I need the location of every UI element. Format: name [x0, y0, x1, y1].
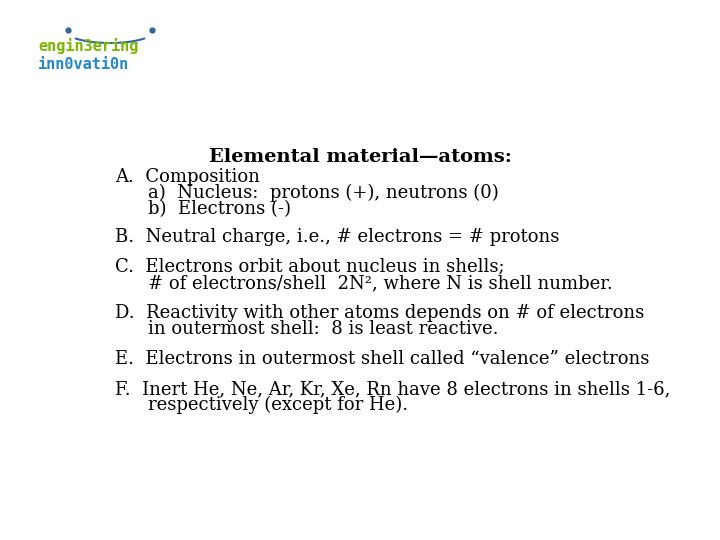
Text: F.  Inert He, Ne, Ar, Kr, Xe, Rn have 8 electrons in shells 1-6,: F. Inert He, Ne, Ar, Kr, Xe, Rn have 8 e…: [115, 380, 670, 398]
Text: Elemental material—atoms:: Elemental material—atoms:: [209, 148, 511, 166]
Text: in outermost shell:  8 is least reactive.: in outermost shell: 8 is least reactive.: [148, 320, 498, 338]
Text: A.  Composition: A. Composition: [115, 168, 260, 186]
Text: E.  Electrons in outermost shell called “valence” electrons: E. Electrons in outermost shell called “…: [115, 350, 649, 368]
Text: respectively (except for He).: respectively (except for He).: [148, 396, 408, 414]
Text: B.  Neutral charge, i.e., # electrons = # protons: B. Neutral charge, i.e., # electrons = #…: [115, 228, 559, 246]
Text: C.  Electrons orbit about nucleus in shells;: C. Electrons orbit about nucleus in shel…: [115, 258, 505, 276]
Text: engin3ering: engin3ering: [38, 38, 138, 54]
Text: D.  Reactivity with other atoms depends on # of electrons: D. Reactivity with other atoms depends o…: [115, 304, 644, 322]
Text: # of electrons/shell  2N², where N is shell number.: # of electrons/shell 2N², where N is she…: [148, 274, 613, 292]
Text: a)  Nucleus:  protons (+), neutrons (0): a) Nucleus: protons (+), neutrons (0): [148, 184, 499, 202]
Text: b)  Electrons (-): b) Electrons (-): [148, 200, 291, 218]
Text: inn0vati0n: inn0vati0n: [38, 57, 130, 72]
